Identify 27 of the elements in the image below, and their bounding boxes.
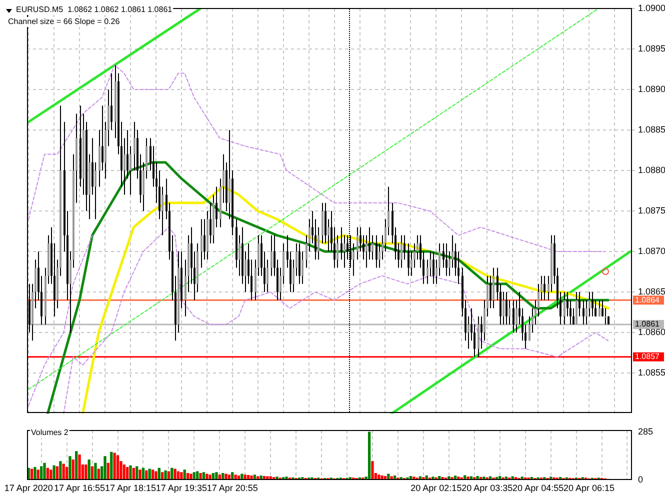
y-tick-label: 1.0880	[638, 164, 665, 175]
y-tick-label: 0	[638, 474, 644, 484]
y-tick-label: 1.0865	[638, 286, 665, 297]
x-tick-label: 17 Apr 18:15	[104, 482, 156, 493]
y-tick-label: 1.0890	[638, 84, 665, 94]
y-tick-label: 1.0870	[638, 246, 665, 256]
x-tick-label: 20 Apr 03:35	[462, 482, 513, 493]
ref-line-label: 1.0857	[635, 352, 660, 362]
x-tick-label: 20 Apr 04:55	[512, 482, 564, 493]
chart-title: EURUSD.M5 1.0862 1.0862 1.0861 1.0861	[16, 5, 173, 14]
chart-title: Volumes 2	[31, 428, 69, 438]
x-tick-label: 17 Apr 2020	[4, 482, 53, 493]
y-tick-label: 1.0875	[638, 205, 665, 216]
y-tick-label: 1.0885	[638, 124, 665, 134]
y-tick-label: 1.0895	[638, 43, 665, 54]
ref-line-label: 1.0861	[635, 320, 660, 329]
x-tick-label: 20 Apr 02:15	[410, 482, 462, 493]
y-tick-label: 1.0855	[638, 368, 665, 378]
x-tick-label: 17 Apr 16:55	[54, 482, 106, 493]
y-tick-label: 1.0860	[638, 327, 665, 338]
x-tick-label: 17 Apr 20:55	[206, 482, 258, 493]
x-tick-label: 17 Apr 19:35	[156, 482, 207, 493]
text: Channel size = 66 Slope = 0.26	[8, 17, 120, 26]
y-tick-label: 285	[638, 426, 654, 437]
x-tick-label: 20 Apr 06:15	[563, 482, 615, 493]
ref-line-label: 1.0864	[635, 295, 660, 304]
y-tick-label: 1.0900	[638, 2, 665, 13]
